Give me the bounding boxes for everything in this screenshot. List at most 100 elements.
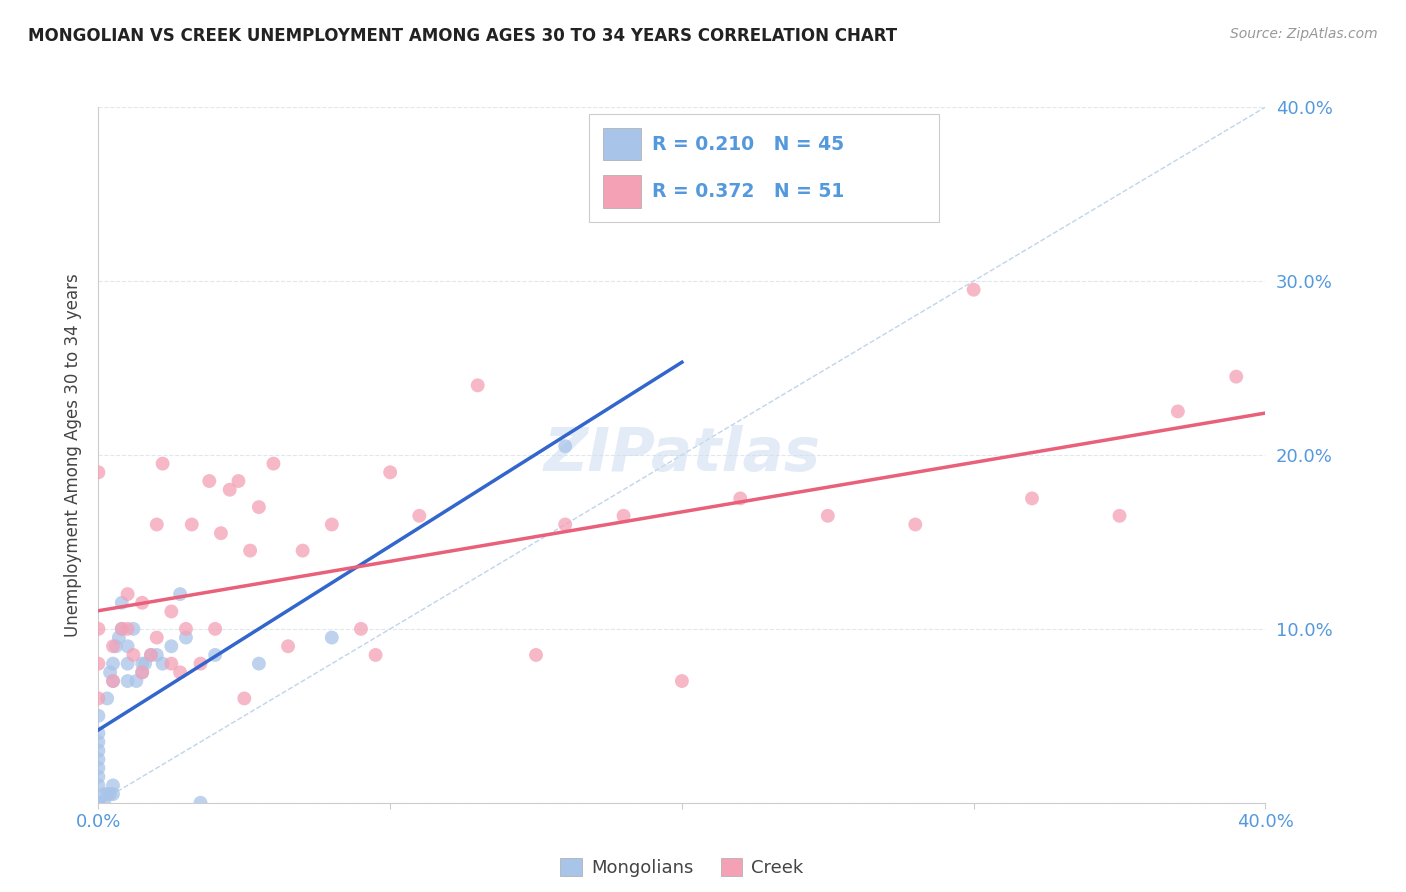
Point bbox=[139, 648, 162, 662]
Point bbox=[524, 648, 547, 662]
Point bbox=[190, 657, 212, 671]
Point bbox=[101, 639, 124, 653]
Point bbox=[87, 796, 110, 810]
Point bbox=[728, 491, 751, 506]
Point bbox=[87, 744, 110, 758]
Point bbox=[160, 657, 183, 671]
Text: ZIPatlas: ZIPatlas bbox=[543, 425, 821, 484]
Point bbox=[101, 674, 124, 689]
Point bbox=[467, 378, 489, 392]
Point bbox=[239, 543, 262, 558]
Point bbox=[125, 674, 148, 689]
Point bbox=[152, 457, 174, 471]
Point bbox=[87, 796, 110, 810]
Point bbox=[378, 466, 402, 480]
Point bbox=[152, 657, 174, 671]
Point bbox=[160, 605, 183, 619]
Point bbox=[101, 674, 124, 689]
Point bbox=[204, 648, 226, 662]
Point bbox=[93, 796, 115, 810]
Text: MONGOLIAN VS CREEK UNEMPLOYMENT AMONG AGES 30 TO 34 YEARS CORRELATION CHART: MONGOLIAN VS CREEK UNEMPLOYMENT AMONG AG… bbox=[28, 27, 897, 45]
Point bbox=[98, 787, 121, 801]
Point bbox=[904, 517, 927, 532]
Point bbox=[198, 474, 221, 488]
Point bbox=[111, 622, 134, 636]
Point bbox=[117, 587, 139, 601]
Point bbox=[96, 691, 118, 706]
Point bbox=[612, 508, 634, 523]
Point bbox=[139, 648, 162, 662]
Point bbox=[817, 508, 839, 523]
Point bbox=[122, 648, 145, 662]
Point bbox=[87, 726, 110, 740]
Point bbox=[262, 457, 284, 471]
Point bbox=[108, 631, 131, 645]
Point bbox=[169, 587, 191, 601]
Point bbox=[87, 657, 110, 671]
Point bbox=[104, 639, 127, 653]
Point bbox=[131, 657, 153, 671]
Point bbox=[169, 665, 191, 680]
Point bbox=[87, 796, 110, 810]
Point bbox=[218, 483, 240, 497]
Point bbox=[1021, 491, 1043, 506]
Point bbox=[131, 665, 153, 680]
Point bbox=[277, 639, 299, 653]
Point bbox=[233, 691, 256, 706]
Text: Source: ZipAtlas.com: Source: ZipAtlas.com bbox=[1230, 27, 1378, 41]
Point bbox=[87, 761, 110, 775]
Point bbox=[93, 787, 115, 801]
Point bbox=[1167, 404, 1189, 418]
Point bbox=[247, 500, 270, 514]
Point bbox=[131, 665, 153, 680]
Point bbox=[87, 778, 110, 792]
Point bbox=[554, 517, 576, 532]
Point bbox=[321, 517, 343, 532]
Point bbox=[101, 657, 124, 671]
Point bbox=[321, 631, 343, 645]
Point bbox=[1108, 508, 1130, 523]
Legend: Mongolians, Creek: Mongolians, Creek bbox=[553, 850, 811, 884]
Point bbox=[87, 691, 110, 706]
Point bbox=[111, 622, 134, 636]
Point bbox=[228, 474, 250, 488]
Point bbox=[98, 665, 121, 680]
Point bbox=[131, 596, 153, 610]
Point bbox=[554, 439, 576, 453]
Point bbox=[87, 735, 110, 749]
Point bbox=[87, 770, 110, 784]
Point bbox=[146, 631, 169, 645]
Point bbox=[146, 648, 169, 662]
Point bbox=[190, 796, 212, 810]
Point bbox=[101, 787, 124, 801]
Y-axis label: Unemployment Among Ages 30 to 34 years: Unemployment Among Ages 30 to 34 years bbox=[65, 273, 83, 637]
Point bbox=[962, 283, 984, 297]
Point bbox=[111, 596, 134, 610]
Point bbox=[160, 639, 183, 653]
Point bbox=[180, 517, 202, 532]
Point bbox=[117, 622, 139, 636]
Point bbox=[87, 796, 110, 810]
Point bbox=[87, 466, 110, 480]
Point bbox=[117, 674, 139, 689]
Point bbox=[291, 543, 314, 558]
Point bbox=[174, 631, 197, 645]
Point bbox=[247, 657, 270, 671]
Point bbox=[671, 674, 693, 689]
Point bbox=[122, 622, 145, 636]
Point bbox=[101, 778, 124, 792]
Point bbox=[87, 752, 110, 766]
Point bbox=[408, 508, 430, 523]
Point bbox=[87, 708, 110, 723]
Point bbox=[364, 648, 387, 662]
Point bbox=[350, 622, 373, 636]
Point bbox=[204, 622, 226, 636]
Point bbox=[87, 622, 110, 636]
Point bbox=[209, 526, 232, 541]
Point bbox=[96, 787, 118, 801]
Point bbox=[1225, 369, 1247, 384]
Point bbox=[117, 657, 139, 671]
Point bbox=[117, 639, 139, 653]
Point bbox=[134, 657, 156, 671]
Point bbox=[146, 517, 169, 532]
